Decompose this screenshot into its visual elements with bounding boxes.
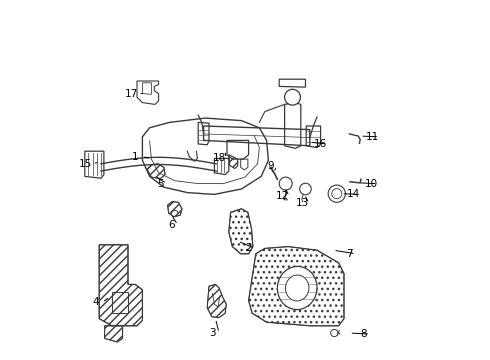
Text: 2: 2 bbox=[245, 243, 252, 253]
Circle shape bbox=[279, 177, 292, 190]
Circle shape bbox=[332, 189, 342, 199]
Text: 5: 5 bbox=[157, 179, 164, 189]
Polygon shape bbox=[248, 247, 344, 326]
Polygon shape bbox=[99, 245, 143, 326]
Text: 6: 6 bbox=[168, 220, 174, 230]
Text: 9: 9 bbox=[267, 161, 273, 171]
Polygon shape bbox=[207, 284, 226, 318]
Polygon shape bbox=[104, 326, 122, 342]
Text: 10: 10 bbox=[365, 179, 378, 189]
Text: 7: 7 bbox=[346, 249, 353, 259]
Text: 17: 17 bbox=[125, 89, 138, 99]
Text: 4: 4 bbox=[92, 297, 99, 307]
Text: 8: 8 bbox=[361, 329, 367, 339]
Polygon shape bbox=[168, 202, 182, 217]
Text: 18: 18 bbox=[213, 153, 226, 163]
Ellipse shape bbox=[277, 266, 317, 310]
Text: 3: 3 bbox=[209, 328, 216, 338]
Text: 1: 1 bbox=[132, 152, 139, 162]
Polygon shape bbox=[229, 209, 253, 254]
Ellipse shape bbox=[286, 275, 309, 301]
Text: 16: 16 bbox=[314, 139, 327, 149]
Text: 13: 13 bbox=[296, 198, 309, 208]
Circle shape bbox=[285, 89, 300, 105]
Text: 12: 12 bbox=[276, 191, 290, 201]
Text: 14: 14 bbox=[346, 189, 360, 199]
Circle shape bbox=[331, 329, 338, 337]
Polygon shape bbox=[147, 164, 165, 179]
Circle shape bbox=[328, 185, 345, 202]
Text: 15: 15 bbox=[79, 159, 93, 169]
Text: 11: 11 bbox=[366, 132, 379, 142]
Polygon shape bbox=[229, 155, 238, 168]
Circle shape bbox=[300, 183, 311, 195]
